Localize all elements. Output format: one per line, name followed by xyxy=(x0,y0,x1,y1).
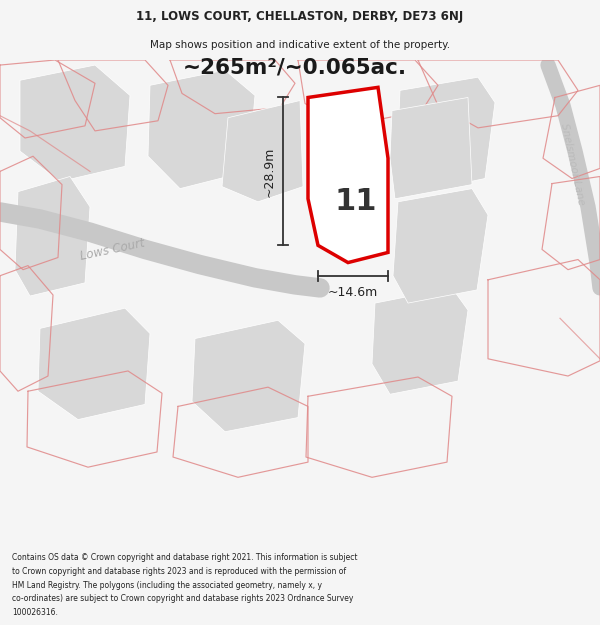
Polygon shape xyxy=(148,70,255,189)
Text: Map shows position and indicative extent of the property.: Map shows position and indicative extent… xyxy=(150,40,450,50)
Text: 11, LOWS COURT, CHELLASTON, DERBY, DE73 6NJ: 11, LOWS COURT, CHELLASTON, DERBY, DE73 … xyxy=(136,10,464,23)
Polygon shape xyxy=(308,88,388,262)
Polygon shape xyxy=(38,308,150,419)
Text: to Crown copyright and database rights 2023 and is reproduced with the permissio: to Crown copyright and database rights 2… xyxy=(12,567,346,576)
Polygon shape xyxy=(192,320,305,432)
Polygon shape xyxy=(15,176,90,296)
Text: Snelsmoor Lane: Snelsmoor Lane xyxy=(559,122,587,206)
Text: co-ordinates) are subject to Crown copyright and database rights 2023 Ordnance S: co-ordinates) are subject to Crown copyr… xyxy=(12,594,353,603)
Text: 100026316.: 100026316. xyxy=(12,608,58,617)
Polygon shape xyxy=(372,288,468,394)
Text: HM Land Registry. The polygons (including the associated geometry, namely x, y: HM Land Registry. The polygons (includin… xyxy=(12,581,322,590)
Text: Lows Court: Lows Court xyxy=(79,236,146,262)
Polygon shape xyxy=(397,78,495,194)
Text: ~265m²/~0.065ac.: ~265m²/~0.065ac. xyxy=(183,58,407,78)
Text: ~28.9m: ~28.9m xyxy=(263,146,276,197)
Polygon shape xyxy=(390,98,472,199)
Polygon shape xyxy=(222,101,303,202)
Text: Contains OS data © Crown copyright and database right 2021. This information is : Contains OS data © Crown copyright and d… xyxy=(12,554,358,562)
Text: 11: 11 xyxy=(335,187,377,216)
Polygon shape xyxy=(20,65,130,181)
Text: ~14.6m: ~14.6m xyxy=(328,286,378,299)
Polygon shape xyxy=(393,189,488,303)
